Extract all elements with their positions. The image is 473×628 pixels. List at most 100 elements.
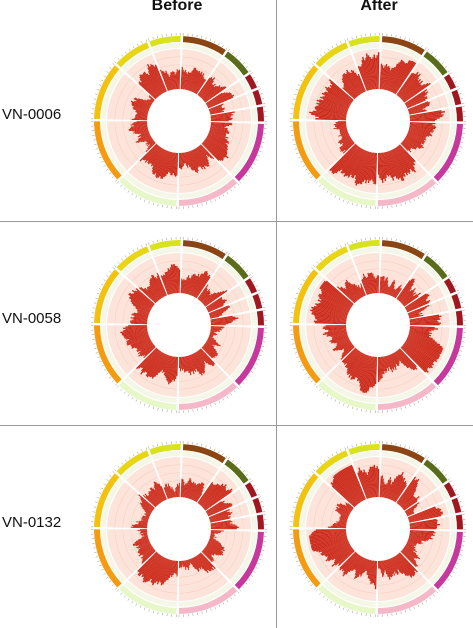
axis-tick (404, 241, 406, 244)
density-bar (162, 559, 171, 585)
axis-tick (258, 496, 261, 498)
density-bar (153, 486, 164, 502)
axis-tick (424, 455, 427, 458)
axis-tick (197, 612, 198, 616)
axis-tick (209, 446, 212, 450)
density-bar (405, 297, 428, 310)
density-bar (145, 137, 152, 142)
density-bar (198, 288, 208, 301)
density-bar (137, 552, 158, 576)
density-bar (194, 352, 206, 370)
density-bar (367, 276, 372, 294)
inner-band (350, 247, 380, 257)
density-bar (402, 345, 431, 369)
density-bar (210, 120, 229, 122)
axis-tick (103, 75, 106, 78)
density-bar (200, 291, 211, 302)
density-bar (397, 146, 416, 170)
axis-tick (245, 474, 249, 477)
density-bar (401, 142, 412, 153)
axis-tick (430, 459, 433, 463)
density-bar (332, 145, 358, 175)
axis-tick (95, 501, 98, 503)
density-bar (190, 150, 199, 168)
density-bar (409, 530, 434, 533)
density-bar (131, 524, 148, 527)
density-bar (184, 480, 190, 498)
density-bar (206, 502, 224, 514)
density-bar (133, 121, 148, 124)
density-bar (393, 481, 405, 502)
inner-band (246, 92, 256, 107)
density-bar (333, 340, 351, 352)
axis-tick (157, 239, 159, 243)
density-bar (406, 511, 414, 516)
axis-tick (214, 198, 216, 202)
density-bar (142, 136, 152, 143)
density-bar (322, 96, 349, 109)
chromosome-band (348, 36, 380, 47)
axis-tick (400, 407, 402, 410)
axis-tick (326, 598, 329, 601)
axis-tick (444, 66, 448, 69)
density-bar (199, 145, 210, 157)
axis-tick (196, 238, 198, 242)
density-bar (140, 533, 148, 536)
density-bar (210, 330, 217, 333)
density-bar (164, 72, 171, 91)
density-bar (312, 110, 347, 117)
axis-tick (417, 42, 419, 46)
grid-ring (159, 268, 181, 273)
density-bar (138, 522, 148, 525)
density-bar (155, 150, 168, 177)
density-bar (409, 127, 433, 133)
density-bar (408, 511, 443, 522)
axis-tick (444, 474, 448, 477)
density-bar (333, 478, 357, 506)
density-bar (310, 309, 347, 319)
axis-tick (351, 36, 353, 40)
density-bar (365, 57, 373, 90)
density-bar (147, 146, 161, 165)
density-bar (149, 487, 161, 504)
density-bar (405, 93, 427, 106)
density-bar (195, 352, 206, 369)
axis-tick (307, 376, 311, 379)
axis-tick (218, 246, 220, 250)
axis-tick (322, 595, 325, 598)
density-bar (394, 148, 411, 175)
axis-tick (144, 607, 146, 610)
axis-tick (136, 247, 139, 250)
track-background (379, 253, 418, 299)
density-bar (402, 294, 418, 306)
axis-tick (209, 38, 212, 42)
density-bar (340, 286, 356, 303)
density-bar (350, 353, 364, 377)
density-bar (130, 320, 148, 323)
chromosome-band (179, 382, 238, 410)
density-bar (203, 291, 220, 305)
axis-tick (257, 358, 260, 361)
axis-tick (449, 72, 452, 75)
density-bar (402, 344, 433, 369)
density-bar (374, 152, 378, 185)
density-bar (147, 495, 158, 506)
density-bar (206, 299, 223, 310)
axis-tick (261, 549, 265, 551)
density-bar (355, 151, 369, 186)
grid-ring (232, 289, 239, 300)
density-bar (342, 137, 352, 144)
density-bar (161, 151, 171, 179)
density-bar (387, 151, 396, 177)
axis-tick (205, 241, 207, 244)
axis-tick (459, 93, 462, 95)
density-bar (395, 147, 411, 170)
axis-tick (235, 55, 238, 58)
density-bar (343, 468, 363, 502)
density-bar (313, 320, 347, 324)
density-bar (346, 350, 360, 369)
density-bar (384, 560, 389, 577)
density-bar (202, 486, 227, 508)
grid-ring (223, 103, 227, 112)
density-bar (149, 278, 163, 298)
